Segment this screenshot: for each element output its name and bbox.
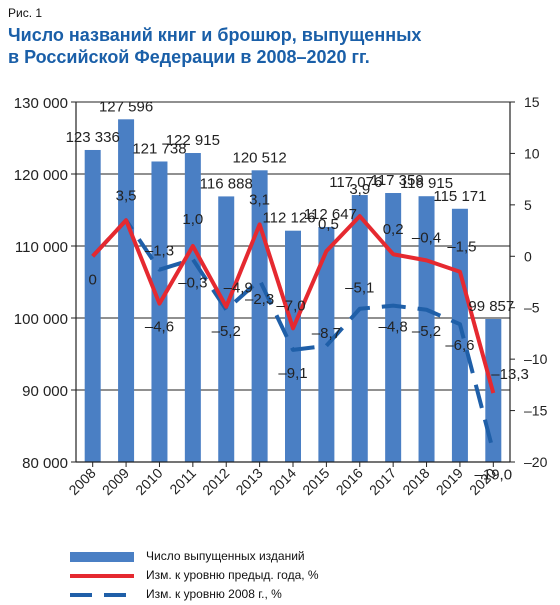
bar xyxy=(151,161,168,463)
x-tick-label: 2008 xyxy=(65,465,98,498)
bar xyxy=(184,153,201,462)
left-tick-label: 110 000 xyxy=(15,239,68,256)
bar-value-label: 117 359 xyxy=(371,172,424,189)
prev-year-value-label: –1,5 xyxy=(447,239,476,256)
x-tick-label: 2012 xyxy=(199,465,232,498)
bar xyxy=(351,195,368,462)
bar-value-label: 120 512 xyxy=(232,149,286,166)
left-tick-label: 100 000 xyxy=(14,311,68,328)
bar-value-label: 116 915 xyxy=(400,175,453,192)
level-2008-value-label: –2,3 xyxy=(245,291,274,308)
bar-value-label: 99 857 xyxy=(468,298,514,315)
x-tick-label: 2013 xyxy=(232,465,265,498)
legend-swatch-2008-level xyxy=(70,593,134,597)
right-tick-label: 15 xyxy=(524,94,540,110)
legend-label-2008-level: Изм. к уровню 2008 г., % xyxy=(146,587,282,601)
level-2008-value-label: –0,3 xyxy=(178,274,207,291)
prev-year-value-label: 0 xyxy=(89,271,97,288)
bar-value-label: 123 336 xyxy=(66,129,120,146)
x-tick-label: 2019 xyxy=(433,465,466,498)
x-tick-label: 2016 xyxy=(333,465,366,498)
left-tick-label: 120 000 xyxy=(14,167,68,184)
legend-swatch-bars xyxy=(70,552,134,562)
right-tick-label: 0 xyxy=(524,248,532,264)
level-2008-value-label: –9,1 xyxy=(278,365,307,382)
x-tick-label: 2018 xyxy=(399,465,432,498)
right-tick-label: –5 xyxy=(524,300,540,316)
prev-year-value-label: –7,0 xyxy=(276,297,305,314)
chart-title-line-2: в Российской Федерации в 2008–2020 гг. xyxy=(8,47,370,67)
prev-year-value-label: 3,9 xyxy=(349,181,370,198)
chart-title-line-1: Число названий книг и брошюр, выпущенных xyxy=(8,25,422,45)
bar-value-label: 117 076 xyxy=(329,174,382,191)
prev-year-value-label: 0,5 xyxy=(318,216,339,233)
bar xyxy=(385,193,402,462)
right-tick-label: –10 xyxy=(524,351,548,367)
bar-value-label: 127 596 xyxy=(99,98,153,115)
prev-year-value-label: –4,6 xyxy=(145,319,174,336)
right-tick-label: –15 xyxy=(524,403,548,419)
level-2008-value-label: –6,6 xyxy=(445,337,474,354)
level-2008-value-label: –8,7 xyxy=(312,325,341,342)
level-2008-value-label: –5,2 xyxy=(412,323,441,340)
legend-label-bars: Число выпущенных изданий xyxy=(146,549,305,563)
series-line-prev-year xyxy=(91,214,496,394)
x-tick-label: 2010 xyxy=(132,465,165,498)
bar-value-label: 112 126 xyxy=(262,210,315,227)
bar xyxy=(84,149,101,462)
left-tick-label: 90 000 xyxy=(22,383,68,400)
series-line-2008-level xyxy=(91,218,496,453)
left-tick-label: 80 000 xyxy=(22,455,68,472)
bar-value-label: 112 647 xyxy=(304,206,357,223)
x-tick-label: 2014 xyxy=(266,465,299,498)
bar xyxy=(285,230,301,462)
level-2008-value-label: –4,8 xyxy=(379,319,408,336)
bar-value-label: 116 888 xyxy=(200,175,253,192)
x-tick-label: 2009 xyxy=(99,465,132,498)
prev-year-value-label: –0,4 xyxy=(412,229,441,246)
bar-value-label: 121 738 xyxy=(132,140,186,157)
left-tick-label: 130 000 xyxy=(14,95,68,112)
prev-year-value-label: 3,1 xyxy=(249,191,270,208)
level-2008-value-label: –5,1 xyxy=(345,280,374,297)
right-tick-label: 10 xyxy=(524,145,540,161)
bar-value-label: 122 915 xyxy=(166,132,220,149)
bar-value-label: 115 171 xyxy=(433,188,486,205)
x-tick-label: 2011 xyxy=(166,465,199,498)
legend-label-prev-year: Изм. к уровню предыд. года, % xyxy=(146,568,319,582)
prev-year-value-label: 1,0 xyxy=(182,211,203,228)
right-tick-label: –20 xyxy=(524,454,548,470)
level-2008-value-label: –5,2 xyxy=(212,323,241,340)
x-tick-label: 2017 xyxy=(366,465,399,498)
prev-year-value-label: 3,5 xyxy=(116,187,137,204)
bar xyxy=(218,196,235,462)
level-2008-value-label: –19,0 xyxy=(475,467,513,484)
legend-swatch-prev-year xyxy=(70,574,134,578)
prev-year-value-label: –13,3 xyxy=(491,366,529,383)
chart-title: Число названий книг и брошюр, выпущенных… xyxy=(8,24,548,68)
right-tick-label: 5 xyxy=(524,197,532,213)
x-tick-label: 2015 xyxy=(299,465,332,498)
prev-year-value-label: 0,2 xyxy=(383,221,404,238)
bar xyxy=(118,119,135,462)
prev-year-value-label: –4,9 xyxy=(224,280,253,297)
level-2008-value-label: –1,3 xyxy=(145,243,174,260)
figure-label: Рис. 1 xyxy=(8,6,43,20)
